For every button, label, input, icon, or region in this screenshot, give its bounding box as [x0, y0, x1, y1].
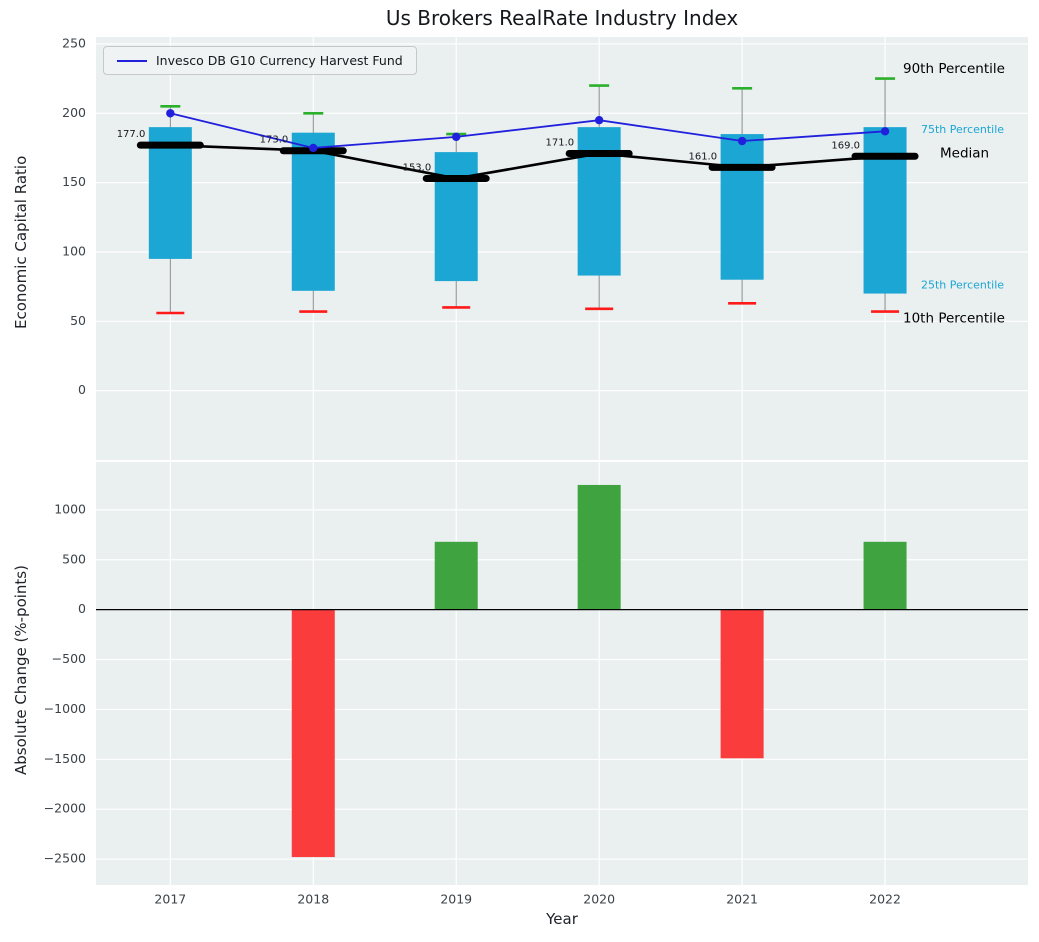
median-value-label: 153.0	[403, 162, 432, 173]
negative-change-bar	[720, 609, 764, 759]
percentile-range-bar	[720, 134, 764, 280]
fund-point	[594, 116, 604, 125]
annotation-25th-percentile: 25th Percentile	[921, 278, 1004, 291]
annotation-10th-percentile: 10th Percentile	[903, 311, 1005, 327]
bottom-y-tick-label: 0	[78, 601, 86, 616]
fund-point	[737, 136, 747, 146]
median-value-label: 161.0	[688, 151, 717, 162]
bottom-y-tick-label: 500	[62, 551, 86, 566]
median-value-label: 177.0	[117, 129, 146, 140]
negative-change-bar	[291, 609, 335, 858]
x-axis-label: Year	[546, 910, 578, 928]
bottom-y-tick-label: −1500	[44, 751, 86, 766]
x-tick-label: 2017	[154, 892, 186, 907]
positive-change-bar	[434, 541, 478, 610]
bottom-axes-background	[96, 462, 1028, 885]
percentile-range-bar	[291, 132, 335, 291]
positive-change-bar	[577, 484, 621, 610]
annotation-75th-percentile: 75th Percentile	[921, 123, 1004, 136]
annotation-90th-percentile: 90th Percentile	[903, 61, 1005, 77]
bottom-y-tick-label: −2000	[44, 801, 86, 816]
top-y-tick-label: 0	[78, 382, 86, 397]
percentile-range-bar	[577, 127, 621, 276]
bottom-y-tick-label: 1000	[54, 501, 86, 516]
legend-label: Invesco DB G10 Currency Harvest Fund	[156, 53, 403, 68]
x-tick-label: 2022	[869, 892, 901, 907]
percentile-range-bar	[434, 152, 478, 282]
legend-line-sample	[117, 59, 147, 62]
positive-change-bar	[863, 541, 907, 610]
x-tick-label: 2018	[297, 892, 329, 907]
fund-point	[452, 132, 461, 142]
median-value-label: 169.0	[831, 140, 860, 151]
percentile-range-bar	[863, 127, 907, 294]
median-value-label: 173.0	[260, 135, 289, 146]
legend: Invesco DB G10 Currency Harvest Fund	[103, 46, 417, 75]
x-tick-label: 2020	[583, 892, 615, 907]
bottom-y-tick-label: −500	[52, 651, 86, 666]
bottom-y-tick-label: −2500	[44, 851, 86, 866]
top-y-tick-label: 50	[70, 313, 86, 328]
fund-point	[880, 127, 890, 136]
top-y-tick-label: 150	[62, 174, 86, 189]
top-y-tick-label: 100	[62, 243, 86, 258]
fund-point	[166, 109, 175, 118]
chart-title: Us Brokers RealRate Industry Index	[385, 6, 739, 30]
fund-line	[170, 112, 886, 149]
x-tick-label: 2019	[440, 892, 472, 907]
top-y-tick-label: 250	[62, 35, 86, 50]
annotation-median: Median	[940, 145, 989, 161]
x-tick-label: 2021	[726, 892, 758, 907]
bottom-y-tick-label: −1000	[44, 701, 86, 716]
percentile-range-bar	[148, 127, 192, 259]
median-value-label: 171.0	[546, 137, 575, 148]
fund-point	[309, 143, 318, 153]
top-y-tick-label: 200	[62, 105, 86, 120]
